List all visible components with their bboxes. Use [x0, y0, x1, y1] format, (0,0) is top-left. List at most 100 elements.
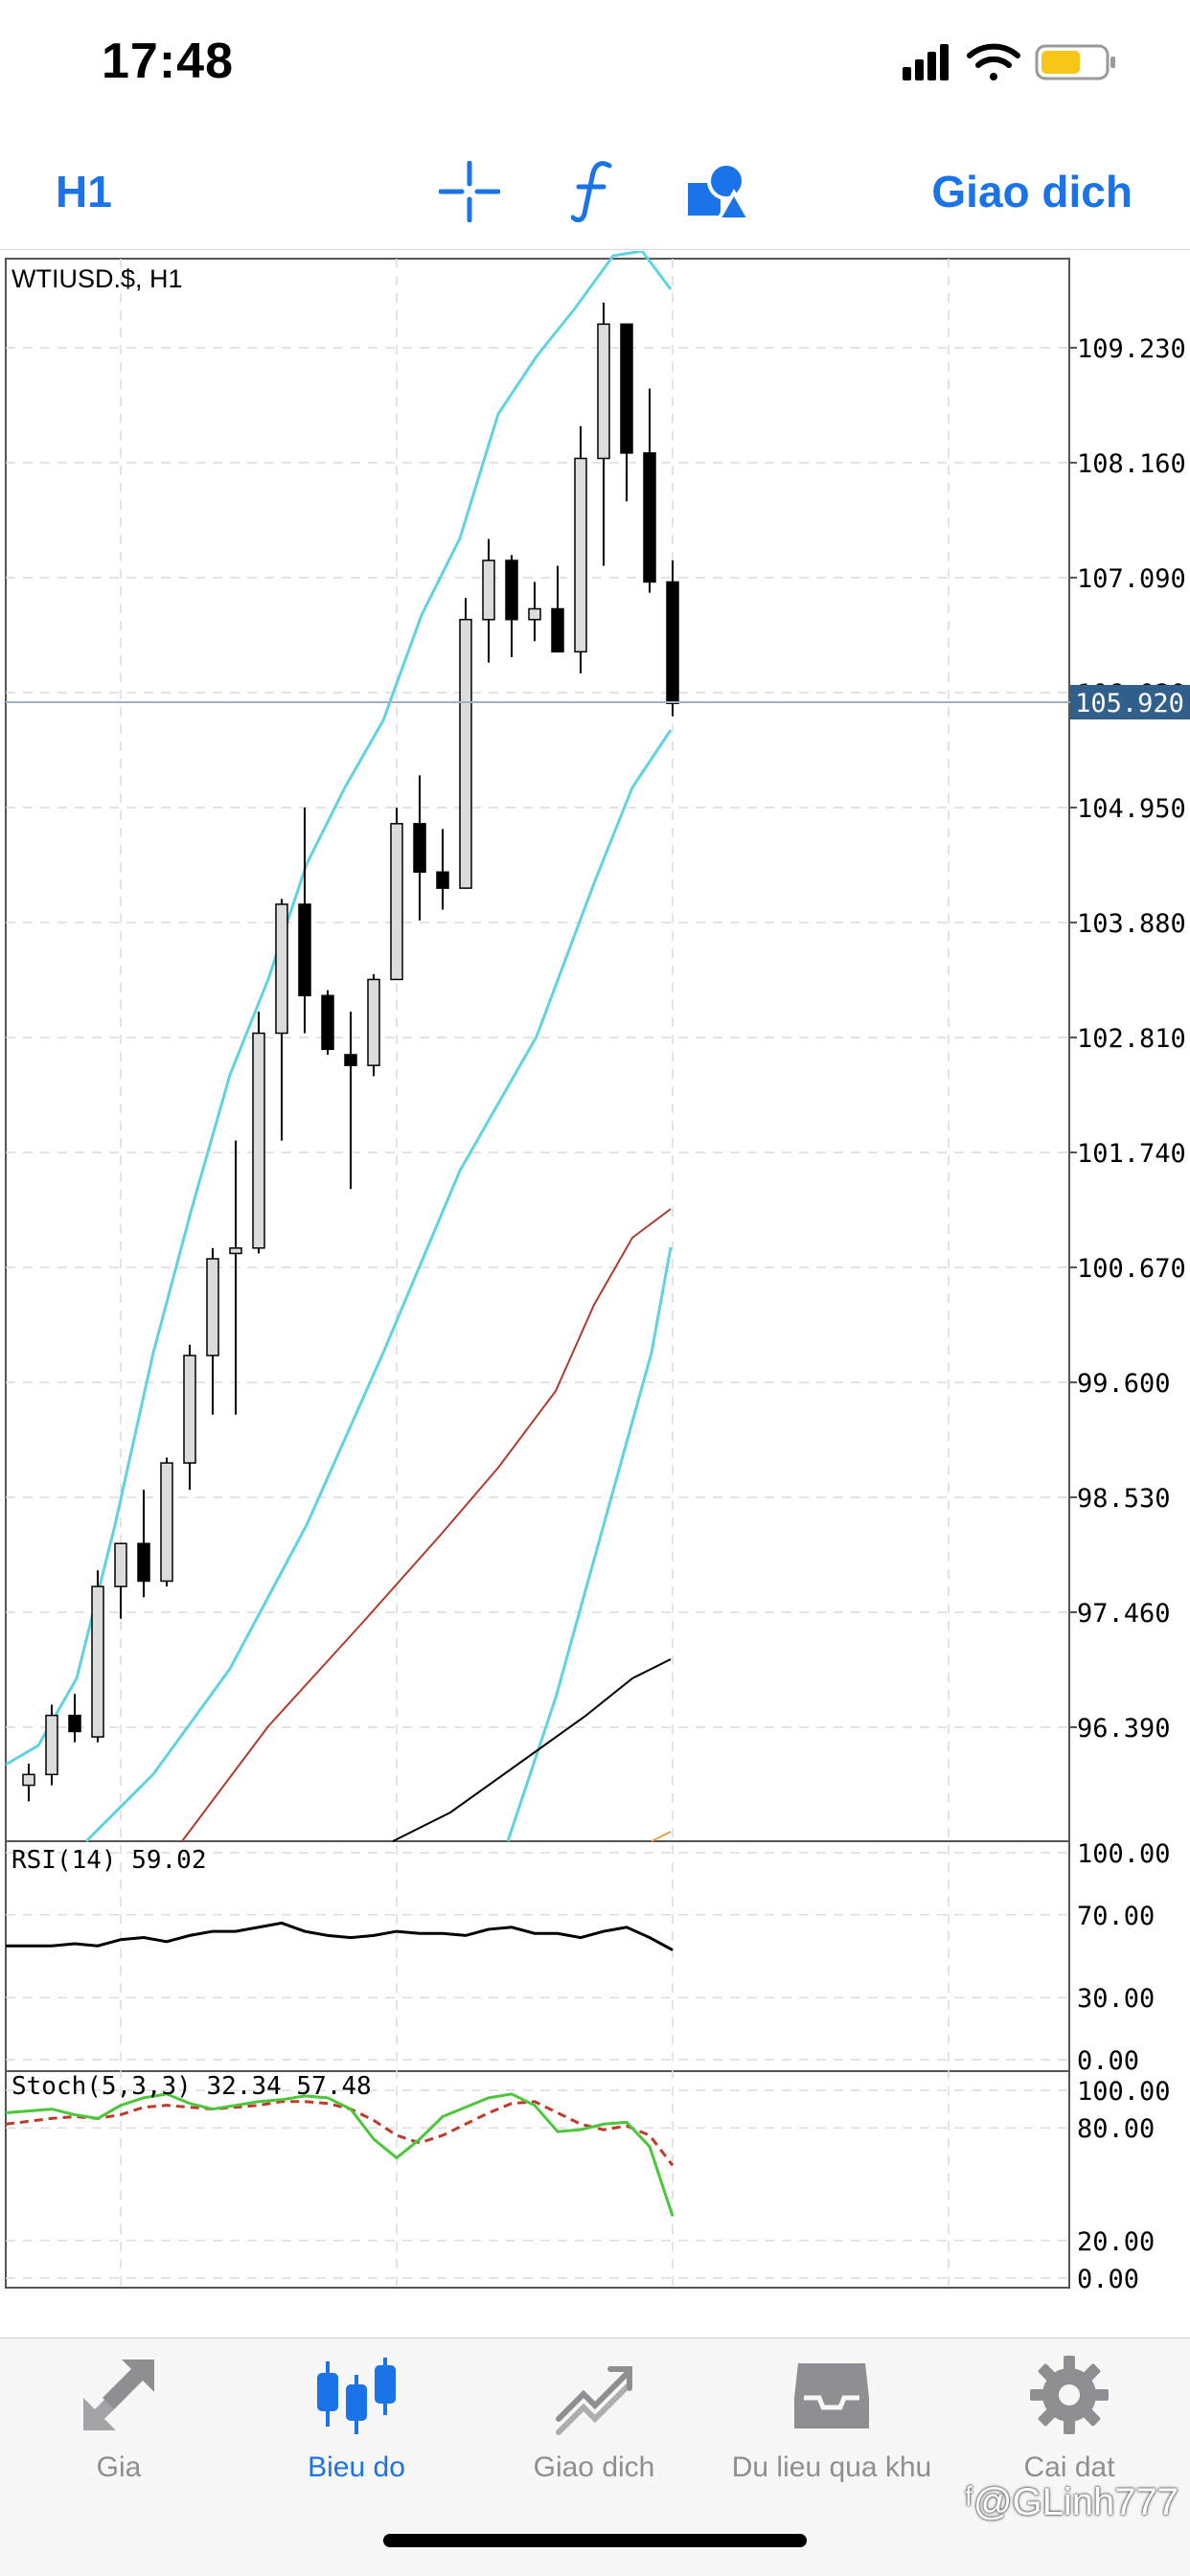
trade-label: Giao dich: [931, 167, 1133, 217]
candle: [482, 538, 495, 663]
tab-chart-label: Bieu do: [308, 2451, 405, 2483]
candle: [436, 829, 449, 910]
candle: [137, 1490, 150, 1598]
price-tick-label: 101.740: [1077, 1139, 1186, 1169]
price-tick-label: 103.880: [1077, 909, 1186, 939]
bearish-candle-body: [505, 559, 518, 621]
candle: [551, 565, 564, 653]
chart-area[interactable]: 100.00 70.00 30.00 0.00 100.00 80.00 20.00 0.0…: [0, 249, 1190, 2320]
tab-chart[interactable]: Bieu do: [238, 2352, 475, 2484]
price-tick-label: 107.090: [1077, 564, 1186, 594]
main-pane-frame: [5, 258, 1070, 1842]
candlestick-chart-icon: [317, 2358, 396, 2434]
price-tick-label: 109.230: [1077, 334, 1186, 364]
bearish-candle-body: [551, 607, 564, 653]
candle: [367, 973, 380, 1077]
stoch-level-label: 0.00: [1077, 2265, 1139, 2294]
candle: [390, 808, 403, 981]
candle: [528, 581, 541, 642]
stoch-signal-line: [5, 2100, 675, 2167]
timeframe-button[interactable]: H1: [56, 144, 112, 239]
watermark-text: ᶠ@GLinh777: [964, 2481, 1179, 2523]
stoch-pane-frame: [5, 2070, 1070, 2289]
candle: [45, 1704, 58, 1786]
bullish-candle-body: [275, 903, 288, 1035]
candle: [114, 1542, 127, 1619]
stoch-level-label: 20.00: [1077, 2227, 1155, 2257]
rsi-pane-frame: [5, 1840, 1070, 2072]
bullish-candle-body: [183, 1355, 196, 1464]
candle: [206, 1247, 219, 1415]
stoch-level-label: 100.00: [1077, 2077, 1171, 2107]
price-tick-label: 104.950: [1077, 794, 1186, 824]
moving-average-black-line: [392, 1658, 672, 1842]
bullish-candle-body: [91, 1585, 104, 1738]
price-chart[interactable]: 100.00 70.00 30.00 0.00 100.00 80.00 20.00 0.0…: [0, 249, 1190, 2320]
function-icon: [571, 161, 612, 223]
bearish-candle-body: [298, 903, 311, 997]
cellular-signal-icon: [903, 44, 949, 80]
bullish-candle-body: [45, 1714, 58, 1776]
time-tick-label: 1 Mar 23:00: [396, 2291, 534, 2295]
price-tick-label: 97.460: [1077, 1599, 1171, 1629]
bullish-candle-body: [574, 457, 587, 653]
bearish-candle-body: [643, 452, 656, 583]
bullish-candle-body: [229, 1247, 242, 1255]
status-bar: 17:48: [0, 0, 1190, 125]
bullish-candle-body: [459, 618, 472, 889]
candle: [183, 1344, 196, 1491]
bollinger-lower-line: [506, 1246, 673, 1842]
crosshair-icon: [439, 161, 500, 222]
trade-button[interactable]: Giao dich: [931, 144, 1133, 239]
status-icons: [903, 43, 1115, 80]
bullish-candle-body: [206, 1258, 219, 1356]
moving-average-red-line: [181, 1208, 672, 1842]
tab-trade[interactable]: Giao dich: [475, 2352, 713, 2484]
candle: [666, 560, 679, 717]
rsi-level-label: 30.00: [1077, 1984, 1155, 2014]
bearish-candle-body: [666, 581, 679, 704]
trade-trend-icon: [556, 2366, 632, 2435]
rsi-line: [6, 1921, 674, 1951]
candle: [68, 1694, 81, 1743]
moving-average-orange-line: [651, 1831, 672, 1842]
shapes-icon: [688, 162, 749, 221]
status-time: 17:48: [102, 34, 234, 89]
crosshair-button[interactable]: [439, 144, 500, 239]
wifi-icon: [967, 43, 1020, 80]
home-indicator: [383, 2534, 807, 2547]
tab-settings[interactable]: Cai dat: [950, 2352, 1188, 2484]
bearish-candle-body: [436, 871, 449, 889]
inbox-tray-icon: [794, 2363, 869, 2428]
candle: [298, 808, 311, 1034]
objects-button[interactable]: [686, 144, 749, 239]
candle: [160, 1457, 173, 1587]
symbol-label: WTIUSD.$, H1: [11, 264, 183, 293]
chart-toolbar: H1 Giao dich: [0, 144, 1190, 250]
candle: [344, 1012, 357, 1190]
price-tick-label: 102.810: [1077, 1024, 1186, 1054]
candle: [620, 323, 633, 502]
tab-quotes[interactable]: Gia: [0, 2352, 238, 2484]
current-price-value: 105.920: [1075, 689, 1184, 718]
stoch-level-label: 80.00: [1077, 2114, 1155, 2144]
rsi-level-label: 0.00: [1077, 2046, 1139, 2076]
indicators-button[interactable]: [571, 144, 617, 239]
bullish-candle-body: [390, 823, 403, 981]
rsi-label: RSI(14) 59.02: [11, 1846, 207, 1875]
time-tick-label: 1 Mar 11:00: [120, 2291, 256, 2295]
bullish-candle-body: [252, 1032, 265, 1249]
candle: [252, 1012, 265, 1254]
bullish-candle-body: [160, 1462, 173, 1583]
bearish-candle-body: [344, 1054, 357, 1066]
bullish-candle-body: [597, 323, 610, 460]
bollinger-upper-line: [5, 249, 673, 1767]
candle: [275, 899, 288, 1141]
candle: [22, 1764, 35, 1802]
battery-icon: [1035, 44, 1115, 80]
tab-history[interactable]: Du lieu qua khu: [713, 2352, 950, 2484]
bullish-candle-body: [22, 1773, 35, 1787]
price-tick-label: 96.390: [1077, 1714, 1171, 1744]
time-tick-label: 2 Mar 12:00: [672, 2291, 810, 2295]
tab-settings-label: Cai dat: [1023, 2451, 1115, 2483]
